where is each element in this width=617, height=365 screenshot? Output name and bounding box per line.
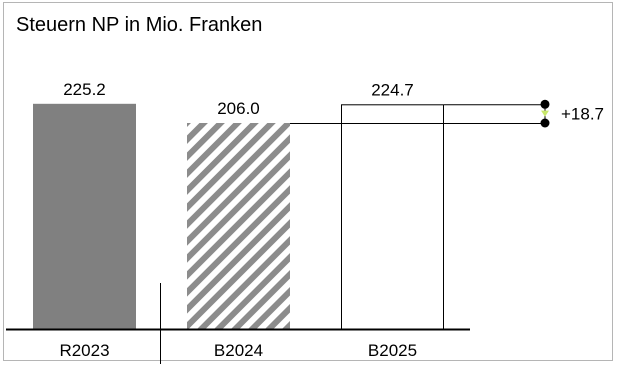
bar-r2023 <box>33 103 136 329</box>
category-label-b2024: B2024 <box>214 341 263 360</box>
difference-label: +18.7 <box>561 105 604 124</box>
category-label-b2025: B2025 <box>368 341 417 360</box>
difference-arrow <box>541 110 549 117</box>
category-label-r2023: R2023 <box>59 341 109 360</box>
value-label-r2023: 225.2 <box>63 80 106 99</box>
bar-b2024 <box>187 123 290 329</box>
difference-marker-bottom <box>540 118 550 128</box>
difference-marker-top <box>540 99 550 109</box>
chart-title: Steuern NP in Mio. Franken <box>16 14 263 36</box>
value-label-b2024: 206.0 <box>217 99 260 118</box>
value-label-b2025: 224.7 <box>371 80 414 99</box>
bar-b2025 <box>341 104 444 330</box>
